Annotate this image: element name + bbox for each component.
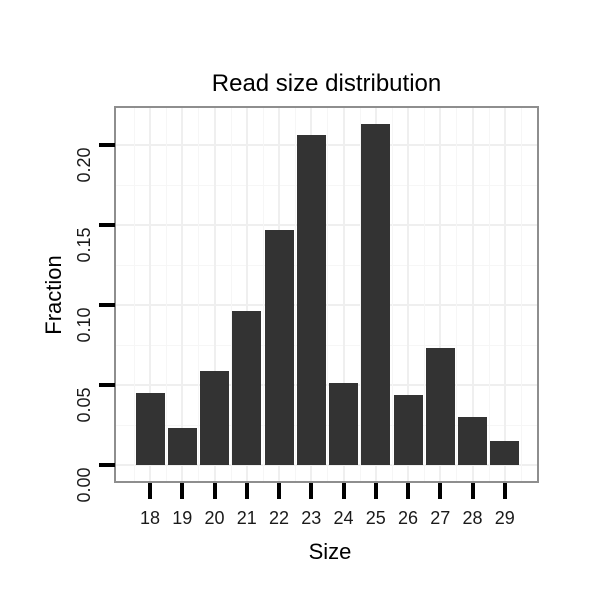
bar-size-25 xyxy=(361,124,391,465)
bar-size-18 xyxy=(135,393,165,465)
x-tick xyxy=(373,483,378,499)
grid-minor-v xyxy=(262,108,264,481)
grid-major-v xyxy=(471,108,474,481)
x-tick-label: 29 xyxy=(494,508,515,528)
bar-size-19 xyxy=(167,428,197,465)
x-tick-label: 28 xyxy=(462,508,483,528)
grid-minor-v xyxy=(520,108,522,481)
x-tick-label: 24 xyxy=(333,508,354,528)
grid-major-v xyxy=(407,108,409,481)
y-tick-label: 0.15 xyxy=(74,227,94,263)
x-tick xyxy=(244,483,249,499)
grid-minor-v xyxy=(488,108,490,481)
grid-minor-v xyxy=(230,108,232,481)
grid-major-v xyxy=(181,108,184,481)
x-tick-label: 23 xyxy=(301,508,322,528)
bar-size-23 xyxy=(296,135,326,465)
bar-size-26 xyxy=(393,394,423,465)
grid-major-v xyxy=(245,108,248,481)
grid-minor-h xyxy=(116,265,537,266)
bar-size-21 xyxy=(232,311,262,465)
y-tick xyxy=(99,223,115,227)
grid-minor-v xyxy=(359,108,361,481)
x-tick-label: 20 xyxy=(204,508,225,528)
grid-major-h xyxy=(116,304,537,306)
y-tick xyxy=(99,463,115,467)
grid-minor-v xyxy=(166,108,168,481)
grid-major-v xyxy=(213,108,216,481)
grid-major-h xyxy=(116,144,537,146)
x-tick xyxy=(470,483,475,499)
x-tick xyxy=(341,483,346,499)
grid-minor-v xyxy=(456,108,458,481)
x-tick-label: 19 xyxy=(172,508,193,528)
bar-size-24 xyxy=(329,383,358,465)
grid-major-v xyxy=(503,108,506,481)
bar-size-20 xyxy=(200,370,229,465)
bar-size-27 xyxy=(425,348,455,465)
x-tick-label: 26 xyxy=(397,508,419,528)
bar-size-22 xyxy=(264,229,294,465)
x-tick-label: 18 xyxy=(139,508,161,528)
y-axis-title: Fraction xyxy=(41,255,66,335)
grid-minor-h xyxy=(116,425,537,426)
x-tick-label: 27 xyxy=(430,508,451,528)
grid-major-v xyxy=(149,108,151,481)
x-tick-label: 21 xyxy=(236,508,257,528)
x-axis-title: Size xyxy=(308,539,352,564)
x-tick-label: 22 xyxy=(268,508,290,528)
grid-minor-v xyxy=(327,108,329,481)
y-tick xyxy=(99,383,115,387)
y-tick-label: 0.05 xyxy=(74,387,94,423)
grid-minor-v xyxy=(424,108,426,481)
grid-major-v xyxy=(439,108,442,481)
x-tick xyxy=(309,483,314,499)
grid-minor-v xyxy=(198,108,200,481)
x-tick xyxy=(406,483,410,499)
grid-minor-v xyxy=(391,108,393,481)
plot-panel xyxy=(116,108,537,481)
grid-minor-v xyxy=(295,108,297,481)
x-tick xyxy=(502,483,507,499)
grid-major-v xyxy=(342,108,345,481)
y-tick xyxy=(99,303,115,307)
grid-minor-v xyxy=(133,108,135,481)
y-tick-label: 0.20 xyxy=(74,147,94,183)
bar-size-29 xyxy=(490,441,520,465)
y-tick-label: 0.10 xyxy=(74,307,94,343)
x-tick xyxy=(277,483,281,499)
chart-title: Read size distribution xyxy=(211,70,442,97)
y-tick-label: 0.00 xyxy=(74,467,94,503)
grid-minor-h xyxy=(116,185,537,186)
grid-minor-h xyxy=(116,345,537,346)
x-tick xyxy=(148,483,152,499)
y-tick xyxy=(99,143,115,147)
x-tick-label: 25 xyxy=(365,508,386,528)
bar-size-28 xyxy=(458,417,487,465)
grid-major-h xyxy=(116,224,537,226)
x-tick xyxy=(212,483,217,499)
grid-major-h xyxy=(116,384,537,386)
x-tick xyxy=(438,483,443,499)
grid-major-h xyxy=(116,464,537,466)
x-tick xyxy=(180,483,185,499)
